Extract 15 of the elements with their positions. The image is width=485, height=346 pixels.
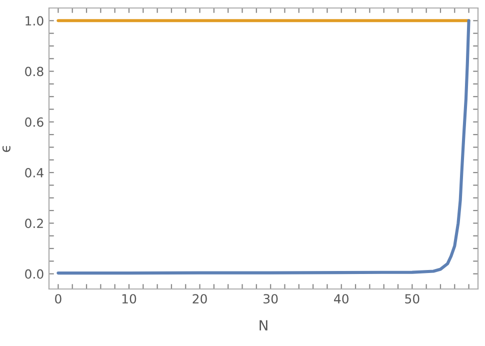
- x-tick-label: 20: [192, 294, 207, 304]
- x-tick-label: 30: [264, 294, 278, 304]
- x-tick-label: 50: [405, 294, 420, 304]
- y-tick-label: 0.2: [25, 218, 43, 228]
- x-tick-label: 0: [55, 294, 62, 304]
- y-tick-label: 0.6: [25, 117, 44, 127]
- y-tick-label: 0.4: [25, 168, 44, 178]
- x-tick-label: 40: [334, 294, 348, 304]
- y-tick-label: 1.0: [26, 16, 44, 26]
- x-tick-label: 10: [122, 294, 136, 304]
- y-tick-label: 0.0: [25, 269, 44, 279]
- x-axis-title: N: [260, 320, 268, 330]
- y-tick-label: 0.8: [25, 66, 44, 76]
- line-series: [56, 19, 470, 275]
- y-axis-title: ϵ: [2, 146, 10, 152]
